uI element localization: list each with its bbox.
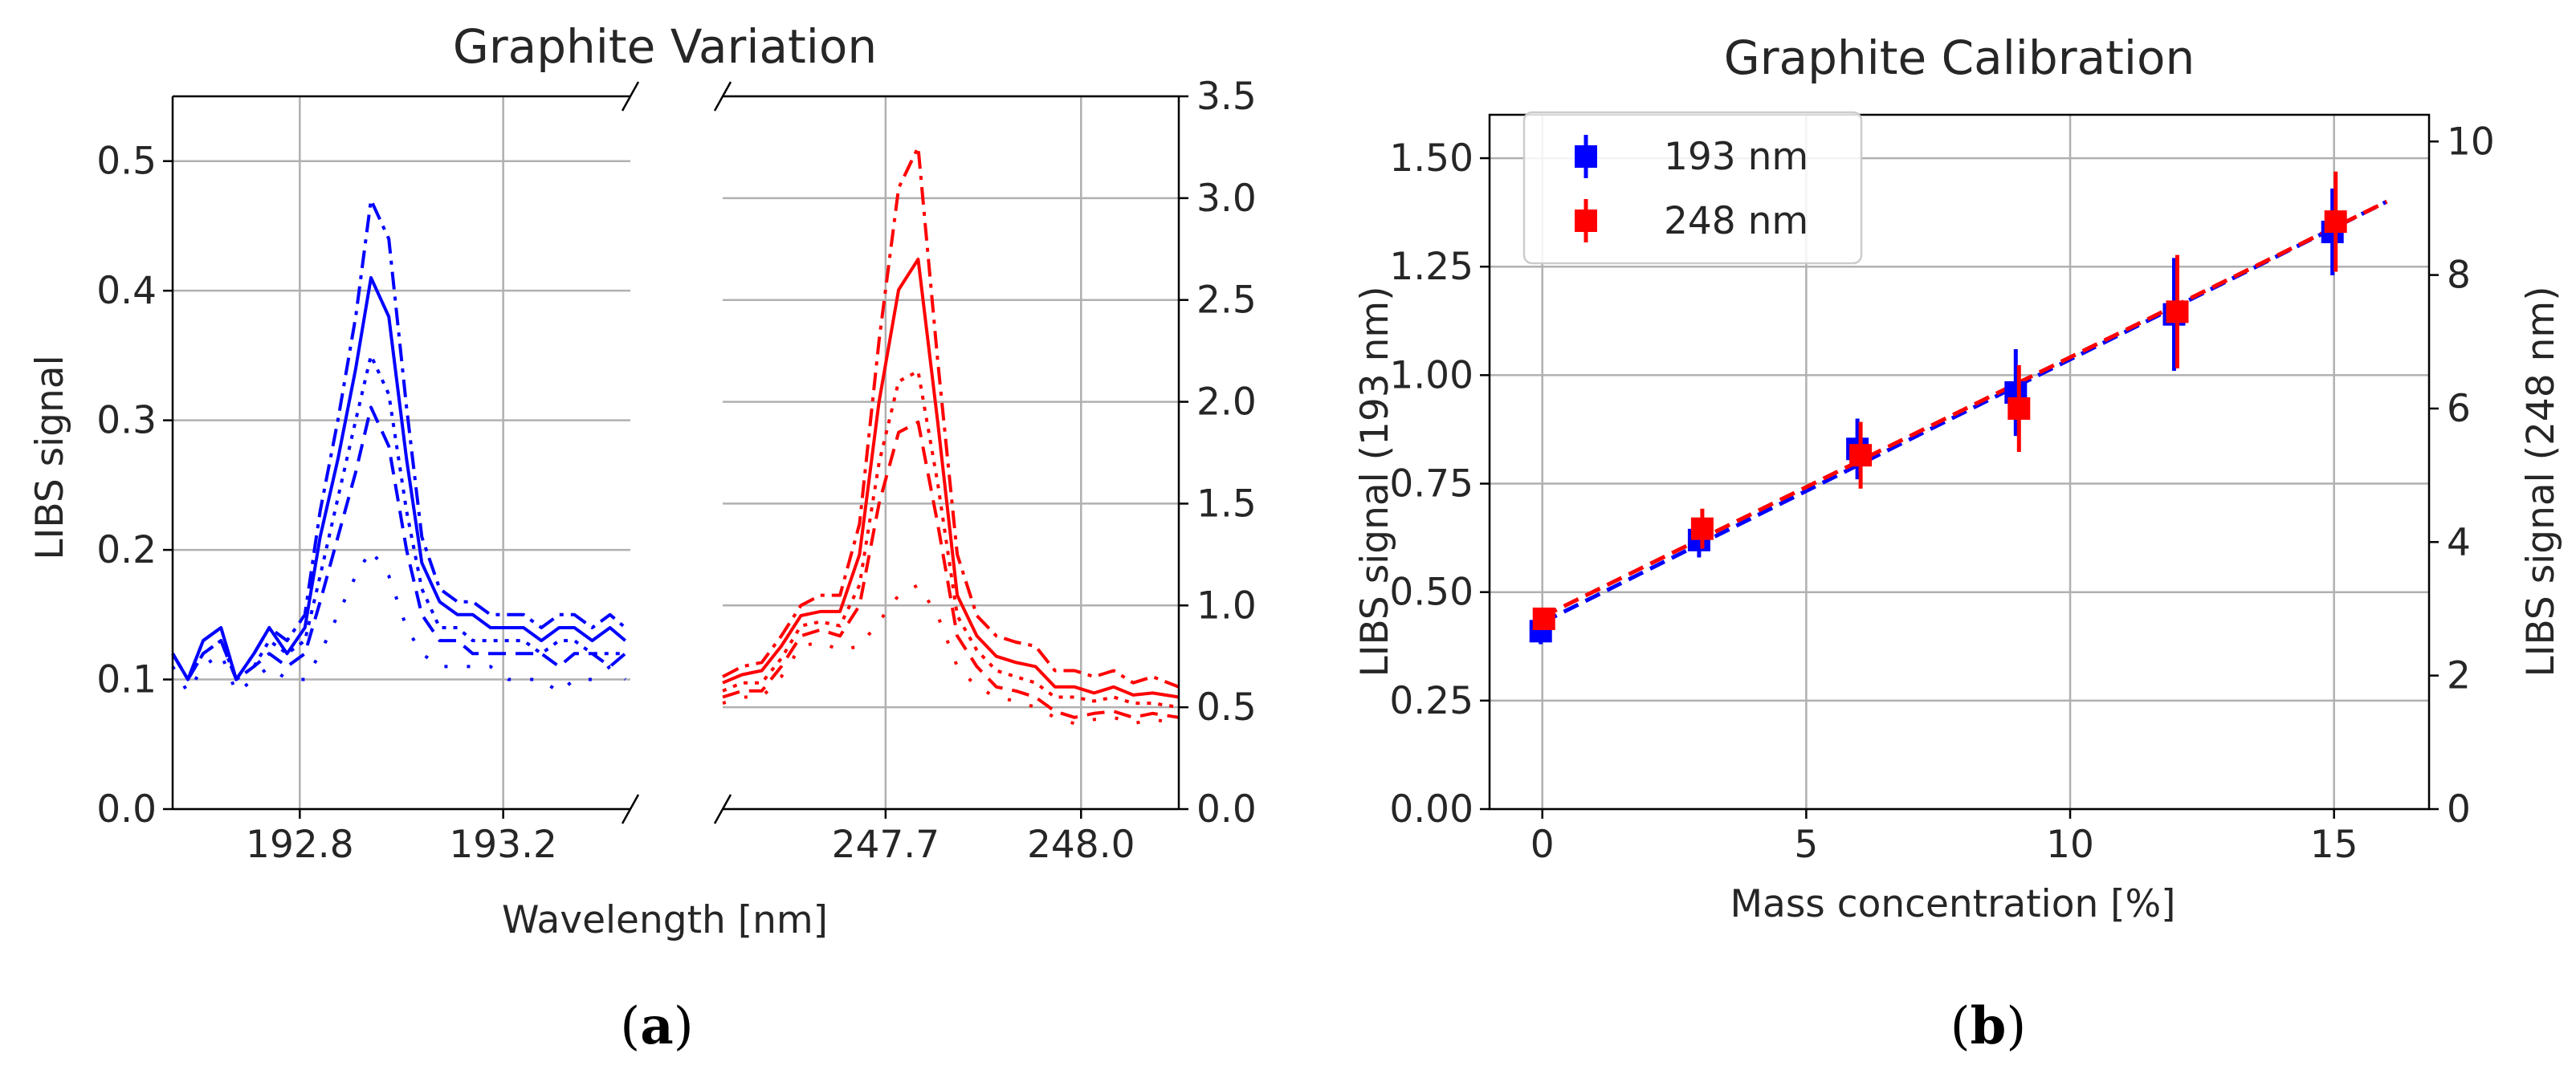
ytick-label: 0.4 [96, 269, 157, 313]
ytick-right-label: 0 [2447, 787, 2471, 832]
ytick-label: 1.5 [1196, 482, 1257, 526]
legend-entry-248: 248 nm [1575, 199, 1808, 243]
panel-a-axes: 0.0 0.1 0.2 0.3 0.4 0.5 192.8 193.2 0.0 0.5 1.0 1.5… [96, 75, 1257, 867]
right-subplot-grid [723, 95, 1179, 811]
series-line-dotted [722, 369, 1180, 710]
xtick-label: 248.0 [1027, 823, 1135, 867]
caption-a-letter: a [640, 996, 673, 1056]
data-point [2324, 210, 2347, 234]
ytick-label: 0.0 [1196, 787, 1257, 832]
caption-a: (a) [620, 996, 693, 1056]
xtick-label: 15 [2310, 823, 2358, 867]
series-line-solid [722, 258, 1180, 699]
xtick-label: 10 [2046, 823, 2094, 867]
ytick-label: 0.3 [96, 399, 157, 443]
ytick-label: 2.0 [1196, 380, 1257, 425]
axis-break-mark [713, 81, 732, 112]
ytick-label: 0.2 [96, 528, 157, 572]
ytick-label: 3.5 [1196, 75, 1257, 119]
xtick-label: 5 [1794, 823, 1818, 867]
series-line-solid [171, 276, 626, 681]
panel-a-xlabel: Wavelength [nm] [502, 898, 828, 942]
legend-label-193: 193 nm [1664, 135, 1808, 179]
panel-b-ylabel-left: LIBS signal (193 nm) [1353, 286, 1397, 677]
left-subplot-grid [173, 96, 630, 811]
xtick-label: 0 [1531, 823, 1555, 867]
ytick-label: 1.00 [1389, 353, 1473, 397]
ytick-label: 2.5 [1196, 279, 1257, 323]
ytick-right-label: 10 [2447, 120, 2495, 164]
series-line-dashed [722, 420, 1180, 719]
legend-label-248: 248 nm [1664, 199, 1808, 243]
caption-b-letter: b [1971, 996, 2007, 1056]
ytick-right-label: 8 [2447, 254, 2471, 298]
axis-break-mark [713, 794, 732, 824]
ytick-label: 3.0 [1196, 177, 1257, 221]
axis-break-mark [621, 794, 640, 824]
axis-break-mark [621, 81, 640, 112]
ytick-right-label: 6 [2447, 387, 2471, 431]
ytick-label: 1.50 [1389, 136, 1473, 181]
left-subplot-series [171, 198, 626, 694]
panel-b: 0.00 0.25 0.50 0.75 1.00 1.25 1.50 0 5 10 15 0 2 4 6 8 1… [1353, 31, 2563, 926]
ytick-label: 0.50 [1389, 571, 1473, 615]
ytick-label: 1.25 [1389, 245, 1473, 289]
fit-lines [1541, 199, 2388, 624]
legend-box [1522, 111, 1863, 265]
data-point [2007, 397, 2031, 420]
legend-marker-248 [1575, 209, 1597, 232]
ytick-label: 0.75 [1389, 462, 1473, 506]
data-point [1849, 444, 1873, 467]
legend-entry-193: 193 nm [1575, 135, 1808, 179]
data-point [1690, 517, 1714, 540]
ytick-right-label: 4 [2447, 520, 2471, 564]
xtick-label: 247.7 [832, 823, 940, 867]
xtick-label: 192.8 [246, 823, 354, 867]
ytick-label: 1.0 [1196, 584, 1257, 628]
ytick-label: 0.5 [1196, 685, 1257, 730]
data-point [2166, 300, 2189, 323]
data-point [1532, 607, 1555, 630]
panel-a-ylabel: LIBS signal [28, 355, 72, 559]
ytick-label: 0.5 [96, 140, 157, 184]
right-subplot-series [722, 145, 1180, 726]
series-line-sparse-dotted [171, 548, 626, 694]
panel-a-title: Graphite Variation [453, 19, 877, 74]
series-line-sparse-dotted [722, 583, 1180, 726]
data-points [1529, 171, 2347, 645]
xtick-label: 193.2 [449, 823, 557, 867]
series-line-dashdot [171, 198, 626, 681]
panel-b-frame [1488, 113, 2431, 811]
series-line-dashed [171, 405, 626, 681]
panel-b-ylabel-right: LIBS signal (248 nm) [2519, 286, 2563, 677]
legend-marker-193 [1575, 145, 1597, 168]
ytick-right-label: 2 [2447, 654, 2471, 698]
ytick-label: 0.00 [1389, 787, 1473, 832]
ytick-label: 0.0 [96, 787, 157, 832]
ytick-label: 0.1 [96, 658, 157, 702]
legend: 193 nm 248 nm [1522, 111, 1863, 265]
fit-line-248 [1541, 199, 2388, 619]
panel-b-xlabel: Mass concentration [%] [1730, 882, 2175, 926]
panel-a: 0.0 0.1 0.2 0.3 0.4 0.5 192.8 193.2 0.0 0.5 1.0 1.5… [28, 19, 1257, 942]
panel-b-axes: 0.00 0.25 0.50 0.75 1.00 1.25 1.50 0 5 10 15 0 2 4 6 8 1… [1389, 113, 2495, 867]
caption-b: (b) [1950, 996, 2027, 1056]
ytick-label: 0.25 [1389, 679, 1473, 723]
panel-b-title: Graphite Calibration [1724, 31, 2195, 85]
